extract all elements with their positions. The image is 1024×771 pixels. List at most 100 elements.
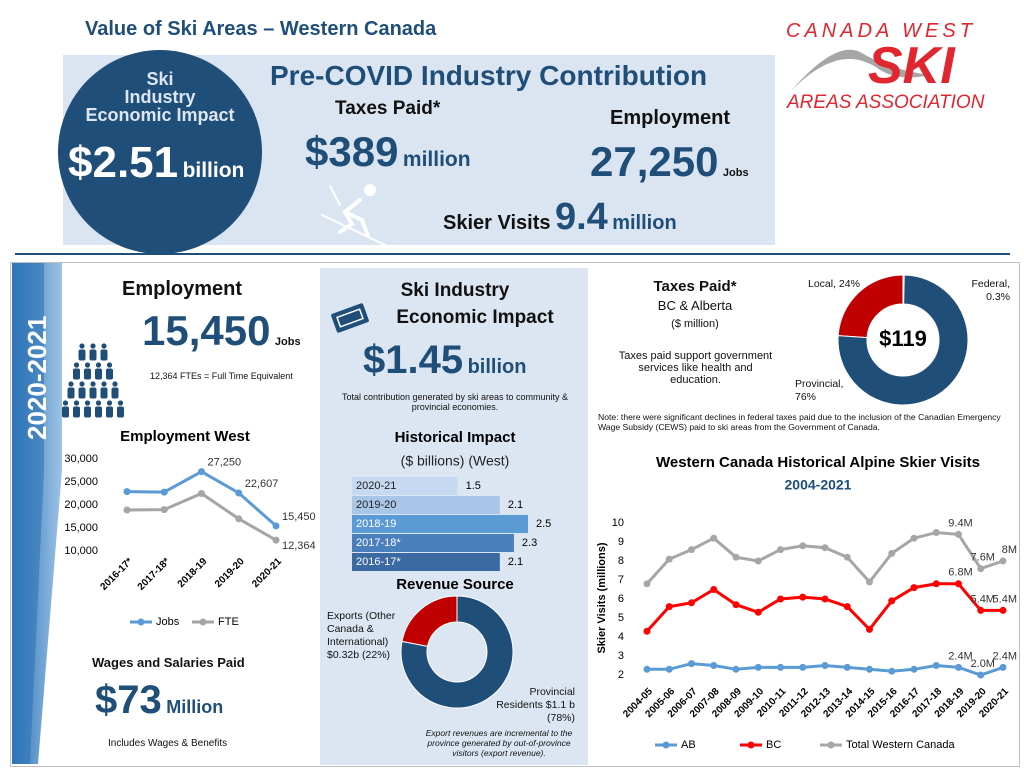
page-title: Value of Ski Areas – Western Canada (85, 18, 437, 40)
logo-main: SKI (868, 37, 955, 95)
legend-marker (827, 741, 835, 749)
point (710, 586, 718, 593)
point (843, 553, 851, 561)
person-body (100, 349, 108, 361)
point (932, 662, 940, 669)
point (235, 515, 243, 523)
data-label: 9.4M (948, 517, 972, 529)
impact-note: Total contribution generated by ski area… (341, 392, 569, 412)
impact-unit: billion (182, 159, 245, 182)
point (932, 580, 940, 588)
point (888, 667, 896, 675)
panel-frame (10, 262, 1020, 767)
employment-unit: Jobs (722, 167, 749, 179)
person-head (112, 381, 118, 387)
wages-value: $73 (95, 678, 162, 722)
bar-category: 2017-18* (356, 537, 401, 549)
bar-category: 2019-20 (356, 499, 396, 511)
point (999, 557, 1007, 565)
person-head (106, 400, 113, 406)
data-label: 8M (1002, 544, 1017, 556)
point (732, 665, 740, 673)
person-head (79, 381, 85, 387)
y-tick-label: 6 (618, 593, 624, 605)
point (777, 663, 784, 671)
employment-value: 15,450 (142, 307, 271, 354)
person-head (117, 400, 124, 406)
chart-title: Revenue Source (396, 576, 514, 593)
person-body (117, 406, 124, 418)
x-tick-label: 2020-21 (250, 556, 284, 590)
point (955, 580, 962, 588)
series-line (126, 491, 277, 542)
y-tick-label: 20,000 (64, 499, 98, 511)
wages-stat: $73 Million (95, 678, 223, 723)
legend-label: FTE (218, 616, 239, 628)
data-label: 2.4M (948, 650, 972, 662)
point (643, 580, 651, 588)
point (665, 603, 673, 611)
taxes-unit: million (402, 148, 471, 171)
point (888, 597, 896, 605)
y-tick-label: 4 (618, 631, 624, 643)
point (910, 584, 918, 592)
point (866, 578, 873, 586)
x-tick-label: 2018-19 (176, 556, 210, 590)
legend-label: Total Western Canada (846, 739, 956, 751)
person-body (78, 387, 86, 399)
point (732, 553, 740, 561)
impact-label-line: Ski (146, 69, 174, 89)
point (910, 665, 918, 673)
point (688, 546, 695, 554)
y-tick-label: 10,000 (64, 545, 98, 557)
wages-label: Wages and Salaries Paid (92, 655, 245, 670)
point (821, 595, 829, 603)
person-head (95, 362, 102, 368)
x-tick-label: 2016-17* (99, 556, 136, 593)
point (754, 608, 762, 616)
point (665, 665, 673, 673)
employment-stat: 15,450 Jobs (142, 307, 301, 355)
point (123, 488, 131, 496)
person-head (95, 400, 102, 406)
visits-stat: Skier Visits 9.4 million (443, 196, 677, 239)
point (777, 546, 784, 554)
pie-center-label: $119 (879, 326, 927, 351)
legend-marker (137, 618, 145, 626)
bar (352, 496, 500, 514)
point (777, 595, 784, 603)
logo-bottom: AREAS ASSOCIATION (787, 92, 985, 113)
fte-note: 12,364 FTEs = Full Time Equivalent (150, 371, 293, 381)
person-head (90, 343, 96, 349)
pie-slice (837, 274, 969, 406)
point (272, 522, 280, 530)
y-tick-label: 7 (618, 574, 624, 586)
chart-title: Western Canada Historical Alpine Skier V… (656, 454, 980, 471)
y-tick-label: 30,000 (64, 453, 98, 465)
point (821, 544, 829, 552)
person-head (79, 343, 85, 349)
person-head (84, 362, 91, 368)
person-body (62, 406, 69, 418)
bar (352, 477, 458, 495)
impact-circle (58, 50, 262, 254)
person-head (68, 381, 74, 387)
point (272, 536, 280, 544)
employment-unit: Jobs (274, 336, 301, 348)
data-label: 15,450 (282, 511, 316, 523)
data-label: 22,607 (245, 478, 279, 490)
taxes-footnote: Note: there were significant declines in… (598, 412, 1001, 432)
employment-stat: 27,250 Jobs (590, 138, 749, 186)
bar-value: 2.3 (522, 537, 537, 549)
y-tick-label: 9 (618, 536, 624, 548)
bar (352, 534, 514, 552)
person-body (95, 368, 102, 380)
person-body (111, 387, 119, 399)
taxes-label: Taxes Paid* (653, 278, 737, 295)
bar-value: 2.1 (508, 499, 523, 511)
bar-value: 1.5 (466, 480, 481, 492)
person-body (100, 387, 108, 399)
point (198, 468, 205, 476)
point (888, 549, 896, 557)
person-head (73, 362, 80, 368)
